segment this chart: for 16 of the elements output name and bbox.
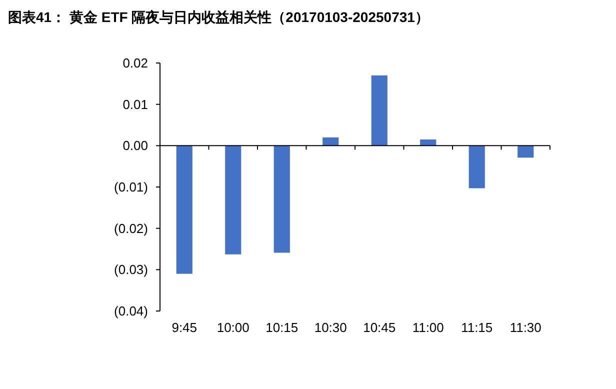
- y-tick-label: 0.00: [122, 138, 148, 154]
- y-tick-label: 0.02: [122, 56, 148, 70]
- x-tick-label: 10:00: [216, 320, 250, 335]
- y-tick-label: 0.01: [122, 96, 148, 112]
- x-tick-label: 11:00: [412, 320, 444, 335]
- x-tick-label: 11:30: [510, 320, 542, 335]
- y-tick-label: (0.04): [114, 304, 148, 318]
- y-tick-label: (0.02): [114, 220, 148, 236]
- x-tick-label: 9:45: [172, 320, 198, 335]
- y-tick-label: (0.03): [114, 262, 148, 278]
- x-tick-label: 10:30: [314, 320, 347, 335]
- y-tick-label: (0.01): [114, 180, 148, 194]
- x-tick-label: 10:45: [363, 320, 396, 335]
- chart-title: 图表41： 黄金 ETF 隔夜与日内收益相关性（20170103-20250731）: [8, 9, 429, 25]
- x-tick-label: 11:15: [461, 320, 493, 335]
- x-tick-label: 10:15: [266, 320, 298, 335]
